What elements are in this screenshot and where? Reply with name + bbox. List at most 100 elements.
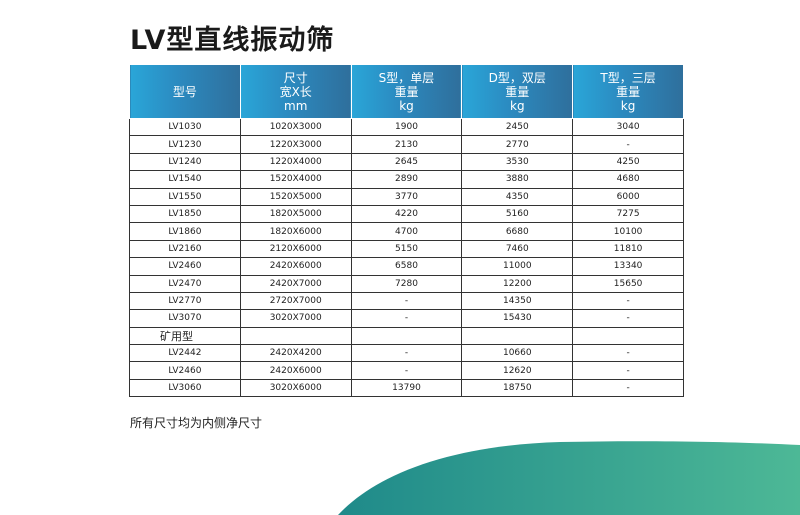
table-cell: - bbox=[572, 361, 684, 380]
table-cell: - bbox=[572, 291, 684, 311]
table-cell: LV1550 bbox=[129, 187, 241, 206]
table-cell: 10660 bbox=[461, 344, 574, 363]
header-line: S型，单层 bbox=[378, 70, 435, 85]
header-line: 型号 bbox=[172, 84, 197, 99]
header-line: kg bbox=[399, 98, 414, 113]
table-cell: 1020X3000 bbox=[239, 117, 352, 137]
table-cell: LV2770 bbox=[129, 291, 241, 311]
footnote: 所有尺寸均为内侧净尺寸 bbox=[130, 416, 263, 430]
table-row: LV2442 2420X4200-10660- bbox=[129, 344, 684, 363]
table-cell: 15650 bbox=[572, 274, 684, 293]
table-cell: - bbox=[572, 378, 684, 398]
table-cell bbox=[350, 326, 463, 346]
table-cell: 14350 bbox=[461, 291, 574, 311]
table-cell: 7280 bbox=[350, 274, 463, 293]
table-cell bbox=[572, 326, 684, 346]
table-row: LV2160 2120X6000 5150 7460 11810 bbox=[129, 239, 684, 259]
table-cell: - bbox=[572, 344, 684, 363]
table-cell: 11810 bbox=[572, 239, 684, 259]
table-cell: LV2470 bbox=[129, 274, 241, 293]
table-cell: 1520X5000 bbox=[239, 187, 352, 206]
spec-table: 型号 尺寸 宽X长 mm S型，单层 重量 kg D型，双层 重量 kg T型，三层 重量 kg LV1… bbox=[129, 64, 684, 398]
table-cell: LV2442 bbox=[129, 344, 241, 363]
table-row: LV2470 2420X7000 7280 12200 15650 bbox=[129, 274, 684, 293]
table-cell: 3880 bbox=[461, 170, 574, 189]
table-cell: 1820X6000 bbox=[239, 222, 352, 241]
table-cell: 5150 bbox=[350, 239, 463, 259]
section-row: 矿用型 bbox=[129, 326, 684, 346]
table-cell: LV1540 bbox=[129, 170, 241, 189]
table-cell: 1520X4000 bbox=[239, 170, 352, 189]
table-cell: 12620 bbox=[461, 361, 574, 380]
column-header: T型，三层 重量 kg bbox=[572, 64, 684, 119]
table-row: LV3060 3020X6000 13790 18750- bbox=[129, 378, 684, 398]
table-cell: 3770 bbox=[350, 187, 463, 206]
table-row: LV1030 1020X3000 1900 2450 3040 bbox=[129, 117, 684, 137]
table-cell: 2890 bbox=[350, 170, 463, 189]
table-cell: 11000 bbox=[461, 257, 574, 276]
header-line: mm bbox=[284, 98, 308, 113]
table-cell: LV2160 bbox=[129, 239, 241, 259]
table-cell: - bbox=[572, 135, 684, 154]
table-cell: 2770 bbox=[461, 135, 574, 154]
column-header: 尺寸 宽X长 mm bbox=[239, 64, 352, 119]
table-cell: 2420X7000 bbox=[239, 274, 352, 293]
header-line: 重量 bbox=[616, 84, 641, 99]
table-cell: 2645 bbox=[350, 152, 463, 172]
table-cell: 13790 bbox=[350, 378, 463, 398]
table-cell: 4250 bbox=[572, 152, 684, 172]
table-cell bbox=[239, 326, 352, 346]
table-cell: 18750 bbox=[461, 378, 574, 398]
table-cell: 13340 bbox=[572, 257, 684, 276]
table-cell: 2420X4200 bbox=[239, 344, 352, 363]
table-cell: 4700 bbox=[350, 222, 463, 241]
table-cell: 1220X4000 bbox=[239, 152, 352, 172]
header-line: 尺寸 bbox=[283, 70, 308, 85]
table-cell: 6680 bbox=[461, 222, 574, 241]
table-cell: 2420X6000 bbox=[239, 257, 352, 276]
table-row: LV2460 2420X6000 6580 11000 13340 bbox=[129, 257, 684, 276]
table-cell: LV1030 bbox=[129, 117, 241, 137]
header-line: kg bbox=[620, 98, 636, 113]
table-row: LV1540 1520X4000 2890 3880 4680 bbox=[129, 170, 684, 189]
table-cell: 2120X6000 bbox=[239, 239, 352, 259]
table-row: LV1240 1220X4000 2645 3530 4250 bbox=[129, 152, 684, 172]
table-cell: LV1860 bbox=[129, 222, 241, 241]
table-cell: 3020X7000 bbox=[239, 309, 352, 328]
table-cell: 3530 bbox=[461, 152, 574, 172]
table-cell: 7460 bbox=[461, 239, 574, 259]
table-cell bbox=[461, 326, 574, 346]
table-cell: LV3060 bbox=[129, 378, 241, 398]
table-cell: 15430 bbox=[461, 309, 574, 328]
table-cell: 2130 bbox=[350, 135, 463, 154]
table-cell: LV1240 bbox=[129, 152, 241, 172]
header-line: 宽X长 bbox=[279, 84, 312, 99]
table-cell: 6000 bbox=[572, 187, 684, 206]
table-cell: 1820X5000 bbox=[239, 204, 352, 224]
table-cell: 12200 bbox=[461, 274, 574, 293]
table-cell: - bbox=[350, 361, 463, 380]
column-header: 型号 bbox=[129, 64, 241, 119]
table-cell: LV1230 bbox=[129, 135, 241, 154]
table-cell: 2420X6000 bbox=[239, 361, 352, 380]
table-row: LV1860 1820X6000 4700 6680 10100 bbox=[129, 222, 684, 241]
table-cell: 1220X3000 bbox=[239, 135, 352, 154]
table-cell: 6580 bbox=[350, 257, 463, 276]
table-cell: LV3070 bbox=[129, 309, 241, 328]
table-cell: - bbox=[350, 309, 463, 328]
table-cell: 4350 bbox=[461, 187, 574, 206]
table-cell: 10100 bbox=[572, 222, 684, 241]
table-cell: LV2460 bbox=[129, 257, 241, 276]
section-label: 矿用型 bbox=[129, 326, 241, 346]
table-cell: 4220 bbox=[350, 204, 463, 224]
header-line: 重量 bbox=[505, 84, 530, 99]
table-cell: 2450 bbox=[461, 117, 574, 137]
table-cell: 4680 bbox=[572, 170, 684, 189]
header-line: 重量 bbox=[394, 84, 419, 99]
table-cell: LV1850 bbox=[129, 204, 241, 224]
table-cell: 5160 bbox=[461, 204, 574, 224]
table-cell: - bbox=[572, 309, 684, 328]
table-cell: 2720X7000 bbox=[239, 291, 352, 311]
table-row: LV3070 3020X7000-15430- bbox=[129, 309, 684, 328]
